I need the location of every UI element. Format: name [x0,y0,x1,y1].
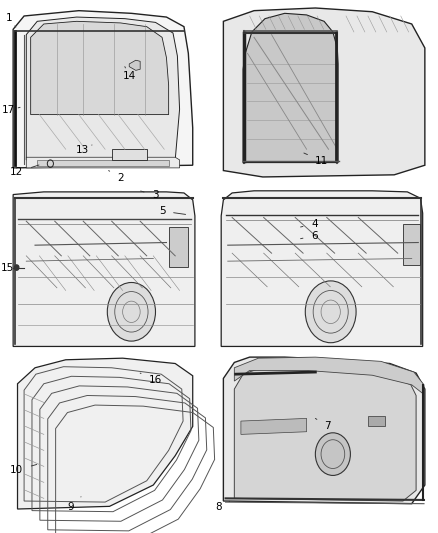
Text: 2: 2 [109,171,124,183]
Text: 10: 10 [10,464,37,475]
Text: 8: 8 [215,501,230,512]
Circle shape [14,265,19,270]
Text: 7: 7 [315,418,331,431]
Polygon shape [243,13,338,163]
Circle shape [305,281,356,343]
Polygon shape [234,357,424,394]
Polygon shape [13,11,193,168]
Text: 5: 5 [159,206,186,216]
Polygon shape [234,369,416,501]
Text: 3: 3 [141,190,159,200]
Polygon shape [129,60,140,70]
Text: 6: 6 [300,231,318,240]
Text: 17: 17 [2,106,20,115]
Polygon shape [223,8,425,177]
Polygon shape [112,149,147,160]
Text: 14: 14 [123,67,136,80]
Text: 15: 15 [1,263,18,273]
Text: 12: 12 [10,165,39,177]
Text: 1: 1 [5,13,16,27]
Text: 4: 4 [300,219,318,229]
Polygon shape [221,191,423,346]
Bar [368,416,385,426]
Polygon shape [18,358,193,509]
Bar [403,224,420,265]
Polygon shape [31,21,169,115]
Polygon shape [223,357,425,504]
Bar [169,227,188,266]
Circle shape [315,433,350,475]
Polygon shape [13,192,195,346]
Polygon shape [26,17,180,160]
Polygon shape [241,418,307,434]
Text: 16: 16 [140,373,162,385]
Circle shape [107,282,155,341]
Text: 13: 13 [76,145,92,155]
Text: 9: 9 [67,497,81,512]
Text: 11: 11 [304,153,328,166]
Polygon shape [26,157,180,168]
Polygon shape [37,160,169,166]
